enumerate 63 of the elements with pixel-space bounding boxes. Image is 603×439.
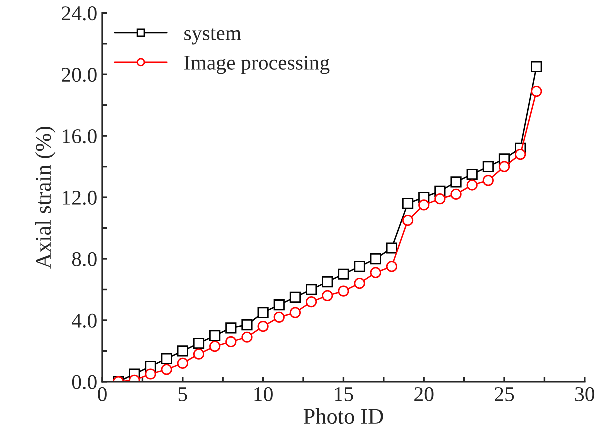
point: [370, 267, 382, 278]
y-tick-label: 24.0: [62, 6, 97, 21]
point: [482, 175, 494, 186]
point: [322, 290, 334, 302]
y-axis-title: Axial strain (%): [35, 126, 56, 269]
point: [338, 286, 350, 297]
point: [531, 86, 542, 98]
point: [242, 320, 253, 331]
point: [274, 312, 285, 323]
y-tick-label: 0.0: [72, 375, 97, 390]
y-tick-label: 12.0: [63, 190, 97, 206]
point: [354, 278, 366, 290]
point: [386, 242, 398, 254]
x-tick-label: 5: [178, 388, 188, 402]
y-tick-label: 8.0: [72, 252, 97, 267]
point: [210, 330, 221, 342]
point: [450, 188, 462, 200]
point: [306, 284, 318, 296]
point: [482, 161, 494, 172]
point: [145, 368, 156, 380]
x-axis-title: Photo ID: [304, 408, 384, 424]
legend-label: Image processing: [184, 56, 330, 74]
point: [161, 364, 172, 376]
y-tick-label: 16.0: [63, 129, 97, 144]
point: [338, 268, 350, 280]
x-tick-label: 10: [254, 387, 273, 402]
x-tick-label: 20: [414, 387, 434, 402]
point: [418, 200, 430, 211]
point: [226, 336, 237, 348]
point: [354, 261, 366, 272]
y-tick-label: 4.0: [72, 314, 97, 328]
point: [210, 341, 221, 352]
point: [515, 148, 526, 160]
y-tick-label: 20.0: [62, 68, 97, 82]
point: [498, 161, 510, 172]
point: [258, 321, 269, 332]
point: [370, 253, 382, 265]
point: [466, 180, 478, 191]
point: [386, 261, 398, 272]
point: [290, 307, 302, 318]
point: [193, 338, 205, 350]
point: [177, 346, 188, 357]
point: [322, 276, 334, 288]
x-tick-label: 25: [495, 387, 514, 402]
point: [434, 194, 446, 205]
point: [466, 168, 478, 180]
point: [531, 61, 542, 73]
point: [402, 215, 414, 226]
point: [161, 353, 172, 364]
point: [177, 358, 188, 370]
point: [274, 300, 285, 311]
x-tick-label: 15: [335, 387, 354, 402]
x-tick-label: 0: [98, 387, 107, 402]
point: [226, 322, 237, 334]
point: [242, 332, 253, 343]
point: [402, 198, 414, 210]
point: [306, 296, 318, 308]
point: [258, 307, 269, 318]
x-tick-label: 30: [575, 387, 595, 402]
point: [450, 176, 462, 188]
legend-label: system: [184, 28, 242, 45]
point: [290, 292, 302, 303]
point: [193, 348, 205, 360]
